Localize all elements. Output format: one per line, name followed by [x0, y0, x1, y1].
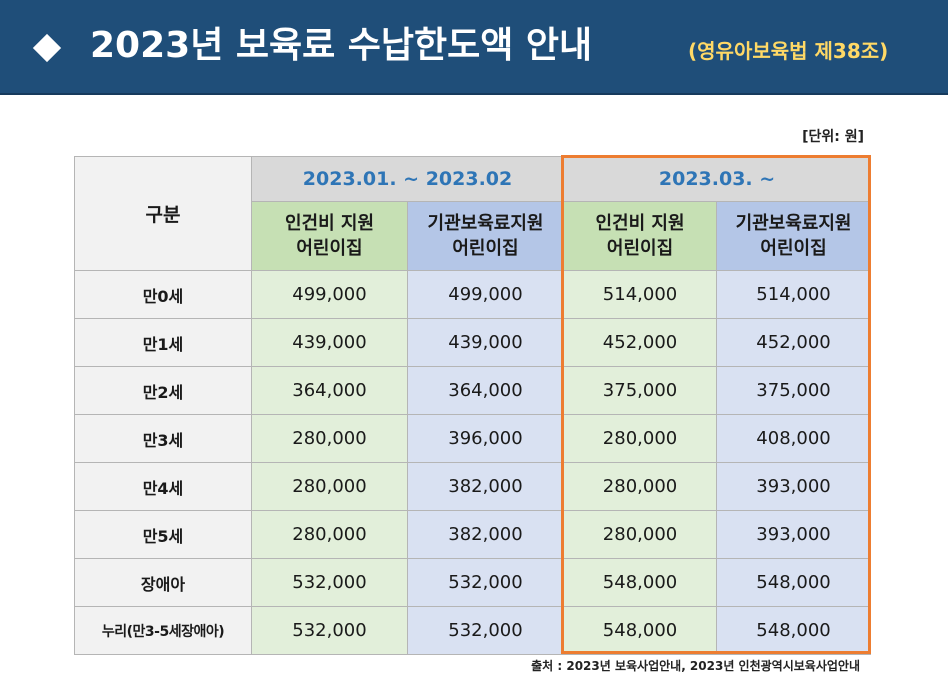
diamond-bullet-icon	[32, 33, 62, 63]
table-cell: 364,000	[251, 366, 408, 415]
table-row: 만4세 280,000 382,000 280,000 393,000	[74, 462, 872, 511]
table-row: 장애아 532,000 532,000 548,000 548,000	[74, 558, 872, 607]
table-cell: 396,000	[406, 414, 565, 463]
row-label: 만1세	[74, 318, 252, 367]
sub-header-line: 어린이집	[296, 238, 363, 259]
row-label: 만4세	[74, 462, 252, 511]
table-cell: 532,000	[406, 606, 565, 655]
table-cell: 280,000	[251, 462, 408, 511]
table-cell: 514,000	[716, 270, 872, 319]
table-cell: 532,000	[251, 558, 408, 607]
table-cell: 280,000	[563, 510, 718, 559]
table-cell: 382,000	[406, 462, 565, 511]
table-cell: 375,000	[716, 366, 872, 415]
table-cell: 280,000	[563, 414, 718, 463]
table-cell: 548,000	[716, 558, 872, 607]
table-row: 만0세 499,000 499,000 514,000 514,000	[74, 270, 872, 319]
unit-label: [단위: 원]	[802, 129, 864, 145]
table-row: 만3세 280,000 396,000 280,000 408,000	[74, 414, 872, 463]
sub-header-staff-support-1: 인건비 지원 어린이집	[251, 201, 408, 271]
row-label: 만3세	[74, 414, 252, 463]
sub-header-line: 인건비 지원	[595, 213, 685, 234]
period-header-1: 2023.01. ~ 2023.02	[250, 156, 565, 202]
law-reference: (영유아보육법 제38조)	[688, 39, 889, 63]
table-row: 만5세 280,000 382,000 280,000 393,000	[74, 510, 872, 559]
row-label: 누리(만3-5세장애아)	[74, 606, 252, 655]
table-cell: 393,000	[716, 462, 872, 511]
row-label: 만2세	[74, 366, 252, 415]
sub-header-line: 기관보육료지원	[735, 213, 852, 234]
table-cell: 375,000	[563, 366, 718, 415]
table-cell: 280,000	[563, 462, 718, 511]
period-header-2: 2023.03. ~	[563, 156, 872, 202]
table-cell: 382,000	[406, 510, 565, 559]
table-cell: 280,000	[251, 510, 408, 559]
table-cell: 452,000	[563, 318, 718, 367]
table-cell: 452,000	[716, 318, 872, 367]
table-cell: 499,000	[251, 270, 408, 319]
table-cell: 548,000	[563, 606, 718, 655]
table-cell: 408,000	[716, 414, 872, 463]
sub-header-line: 어린이집	[606, 238, 674, 259]
table-row: 누리(만3-5세장애아) 532,000 532,000 548,000 548…	[74, 606, 872, 655]
table-cell: 532,000	[251, 606, 408, 655]
sub-header-institution-support-1: 기관보육료지원 어린이집	[406, 201, 565, 271]
table-cell: 439,000	[406, 318, 565, 367]
row-label: 장애아	[74, 558, 252, 607]
table-cell: 548,000	[563, 558, 718, 607]
table-cell: 393,000	[716, 510, 872, 559]
sub-header-line: 어린이집	[452, 238, 519, 259]
table-cell: 532,000	[406, 558, 565, 607]
sub-header-institution-support-2: 기관보육료지원 어린이집	[716, 201, 872, 271]
title-banner: 2023년 보육료 수납한도액 안내 (영유아보육법 제38조)	[0, 0, 948, 95]
table-cell: 280,000	[251, 414, 408, 463]
sub-header-line: 인건비 지원	[284, 213, 375, 234]
table-cell: 439,000	[251, 318, 408, 367]
table-cell: 364,000	[406, 366, 565, 415]
fee-table: 구분 2023.01. ~ 2023.02 2023.03. ~ 인건비 지원 …	[74, 156, 872, 655]
sub-header-staff-support-2: 인건비 지원 어린이집	[563, 201, 718, 271]
sub-header-line: 기관보육료지원	[427, 213, 544, 234]
source-note: 출처 : 2023년 보육사업안내, 2023년 인천광역시보육사업안내	[531, 659, 860, 673]
row-label: 만0세	[74, 270, 252, 319]
sub-header-line: 어린이집	[760, 238, 827, 259]
page-title: 2023년 보육료 수납한도액 안내	[90, 25, 593, 66]
table-row: 만1세 439,000 439,000 452,000 452,000	[74, 318, 872, 367]
table-cell: 499,000	[406, 270, 565, 319]
row-label: 만5세	[74, 510, 252, 559]
table-cell: 514,000	[563, 270, 718, 319]
table-row: 만2세 364,000 364,000 375,000 375,000	[74, 366, 872, 415]
corner-header: 구분	[74, 156, 252, 271]
table-cell: 548,000	[716, 606, 872, 655]
